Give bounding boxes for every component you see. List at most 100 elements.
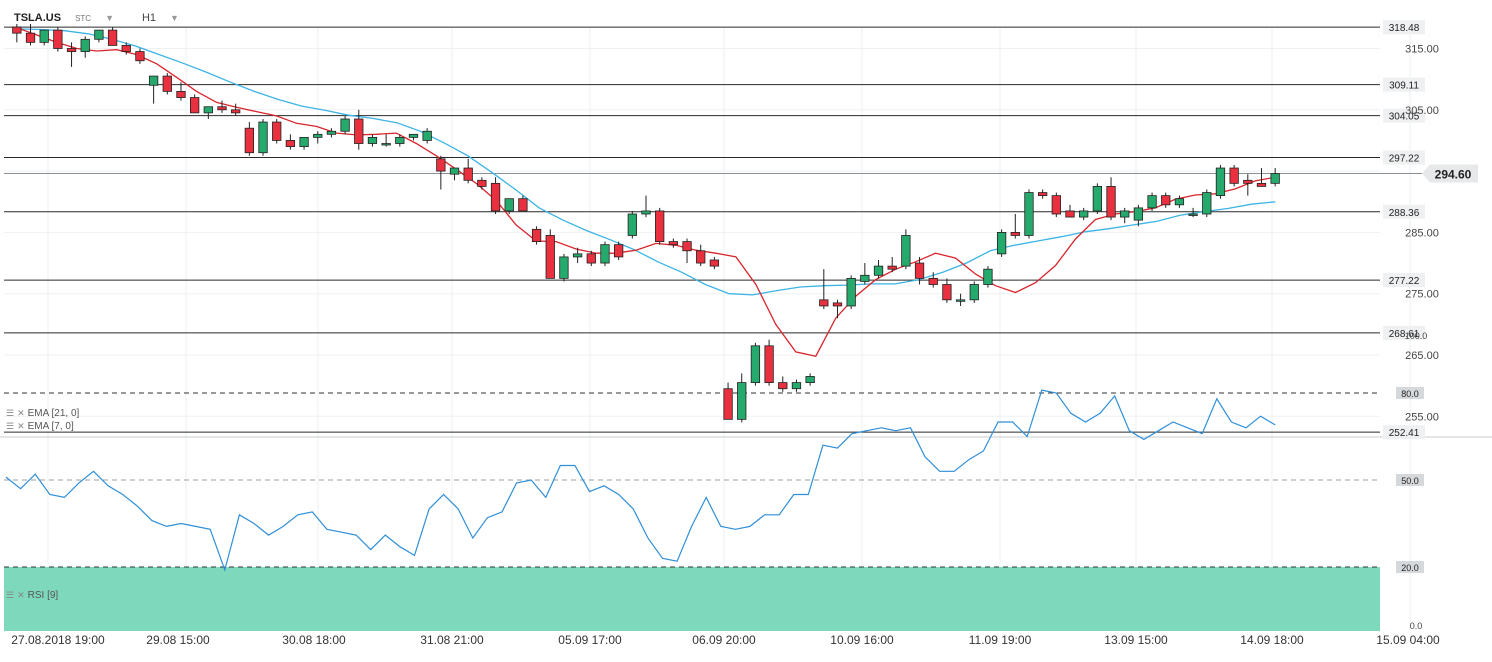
- candle-body[interactable]: [1106, 186, 1116, 218]
- candle-body[interactable]: [354, 118, 364, 144]
- symbol-label[interactable]: TSLA.US: [14, 12, 62, 24]
- candle-body[interactable]: [217, 106, 227, 111]
- candle-body[interactable]: [449, 167, 460, 175]
- candle-body[interactable]: [914, 262, 925, 279]
- chevron-down-icon[interactable]: ▼: [170, 13, 179, 23]
- candle-body[interactable]: [887, 265, 897, 270]
- candle-body[interactable]: [983, 268, 993, 285]
- candle-body[interactable]: [1092, 186, 1102, 212]
- candle-body[interactable]: [272, 121, 282, 141]
- settings-icon[interactable]: ☰: [6, 408, 15, 418]
- candle-body[interactable]: [805, 376, 815, 383]
- chevron-down-icon[interactable]: ▼: [105, 13, 114, 23]
- candle-body[interactable]: [504, 198, 514, 212]
- candle-body[interactable]: [928, 277, 938, 285]
- candle-body[interactable]: [25, 32, 36, 43]
- candle-body[interactable]: [176, 91, 186, 98]
- candle-body[interactable]: [942, 284, 952, 301]
- candle-body[interactable]: [190, 97, 200, 114]
- close-icon[interactable]: ✕: [17, 421, 25, 431]
- candle-body[interactable]: [244, 127, 254, 154]
- settings-icon[interactable]: ☰: [6, 590, 15, 600]
- candle-body[interactable]: [586, 253, 596, 264]
- candle-body[interactable]: [1133, 207, 1144, 221]
- candle-body[interactable]: [285, 140, 296, 147]
- candle-body[interactable]: [1065, 210, 1075, 218]
- candle-body[interactable]: [996, 231, 1007, 255]
- candle-body[interactable]: [463, 167, 473, 181]
- candle-body[interactable]: [490, 182, 501, 212]
- candle-body[interactable]: [1051, 195, 1061, 215]
- candle-body[interactable]: [600, 244, 610, 264]
- rsi-legend[interactable]: ☰ ✕ RSI [9]: [6, 590, 58, 601]
- candle-body[interactable]: [162, 75, 172, 92]
- candle-body[interactable]: [135, 51, 145, 62]
- candle-body[interactable]: [559, 256, 569, 279]
- candle-body[interactable]: [1229, 167, 1239, 184]
- candle-body[interactable]: [1215, 167, 1226, 197]
- candle-body[interactable]: [367, 136, 378, 144]
- candle-body[interactable]: [436, 158, 446, 172]
- candle-body[interactable]: [901, 235, 911, 267]
- candle-body[interactable]: [614, 244, 624, 258]
- candle-body[interactable]: [832, 302, 843, 307]
- candle-body[interactable]: [1161, 195, 1171, 206]
- candle-body[interactable]: [39, 29, 49, 43]
- candle-body[interactable]: [1270, 173, 1280, 184]
- candle-body[interactable]: [955, 299, 966, 302]
- settings-icon[interactable]: ☰: [6, 421, 15, 431]
- candle-body[interactable]: [340, 118, 350, 132]
- candle-body[interactable]: [148, 75, 159, 86]
- close-icon[interactable]: ✕: [17, 408, 25, 418]
- candle-body[interactable]: [778, 382, 788, 390]
- candle-body[interactable]: [258, 121, 268, 154]
- candle-body[interactable]: [873, 265, 884, 276]
- candle-body[interactable]: [846, 277, 856, 307]
- candle-body[interactable]: [737, 382, 747, 420]
- candle-body[interactable]: [231, 109, 241, 114]
- candle-body[interactable]: [1202, 192, 1212, 215]
- candle-body[interactable]: [1174, 198, 1185, 206]
- close-icon[interactable]: ✕: [17, 590, 25, 600]
- candle-body[interactable]: [860, 274, 870, 282]
- candle-body[interactable]: [80, 38, 90, 52]
- candle-body[interactable]: [682, 241, 692, 252]
- candle-body[interactable]: [1188, 213, 1198, 216]
- candle-body[interactable]: [1038, 192, 1048, 197]
- candle-body[interactable]: [395, 136, 405, 144]
- candle-body[interactable]: [381, 143, 391, 146]
- candle-body[interactable]: [1120, 210, 1130, 218]
- candle-body[interactable]: [655, 210, 665, 242]
- candle-body[interactable]: [1256, 182, 1267, 187]
- candle-body[interactable]: [819, 299, 829, 307]
- candle-body[interactable]: [709, 259, 720, 267]
- candle-body[interactable]: [313, 133, 323, 138]
- ema-21-legend[interactable]: ☰ ✕ EMA [21, 0]: [6, 408, 79, 419]
- candle-body[interactable]: [107, 29, 118, 46]
- candle-body[interactable]: [422, 130, 432, 141]
- candle-body[interactable]: [518, 198, 528, 212]
- candle-body[interactable]: [66, 48, 77, 52]
- candle-body[interactable]: [641, 210, 651, 215]
- candle-body[interactable]: [94, 29, 104, 40]
- candle-body[interactable]: [723, 388, 733, 420]
- candle-body[interactable]: [531, 228, 542, 242]
- candle-body[interactable]: [791, 382, 802, 390]
- candle-body[interactable]: [1079, 210, 1089, 218]
- candle-body[interactable]: [12, 26, 22, 34]
- candle-body[interactable]: [545, 235, 555, 279]
- candle-body[interactable]: [326, 130, 337, 135]
- candle-body[interactable]: [1243, 179, 1253, 184]
- candle-body[interactable]: [299, 136, 309, 147]
- candle-body[interactable]: [477, 179, 487, 187]
- candle-body[interactable]: [668, 241, 678, 246]
- candle-body[interactable]: [572, 253, 583, 258]
- candle-body[interactable]: [121, 45, 131, 52]
- candle-body[interactable]: [969, 284, 979, 301]
- candle-body[interactable]: [408, 133, 419, 138]
- candle-body[interactable]: [750, 345, 761, 383]
- candle-body[interactable]: [764, 345, 774, 383]
- candle-body[interactable]: [53, 29, 63, 49]
- timeframe-label[interactable]: H1: [141, 12, 157, 24]
- candle-body[interactable]: [696, 250, 706, 264]
